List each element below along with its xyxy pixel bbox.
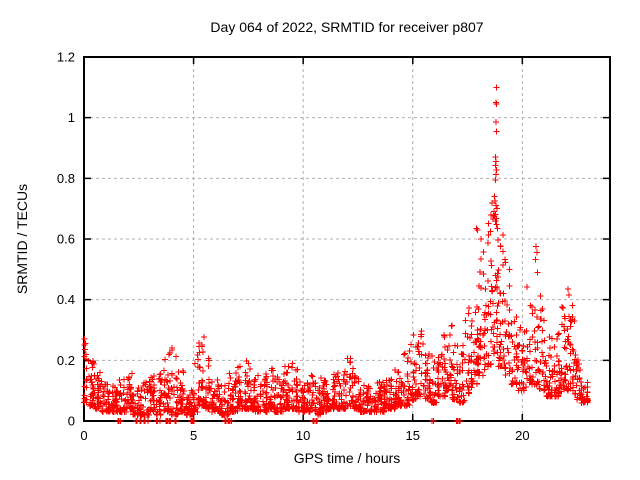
- x-tick-label-5: 5: [190, 428, 197, 443]
- x-tick-label-0: 0: [80, 428, 87, 443]
- x-axis-label: GPS time / hours: [293, 450, 401, 466]
- y-tick-label-1.2: 1.2: [57, 50, 75, 65]
- x-tick-label-10: 10: [296, 428, 310, 443]
- y-tick-label-0.2: 0.2: [57, 353, 75, 368]
- axis-tick-marks: [83, 56, 610, 422]
- y-tick-label-0: 0: [68, 414, 75, 429]
- y-tick-label-0.6: 0.6: [57, 232, 75, 247]
- y-axis-label: SRMTID / TECUs: [14, 183, 30, 295]
- y-tick-label-1: 1: [68, 110, 75, 125]
- y-tick-label-0.4: 0.4: [57, 292, 75, 307]
- chart-title: Day 064 of 2022, SRMTID for receiver p80…: [210, 19, 484, 35]
- x-tick-label-20: 20: [515, 428, 529, 443]
- grid-lines: [84, 57, 610, 421]
- srmtid-data-points: [81, 84, 591, 424]
- x-tick-label-15: 15: [406, 428, 420, 443]
- y-tick-label-0.8: 0.8: [57, 171, 75, 186]
